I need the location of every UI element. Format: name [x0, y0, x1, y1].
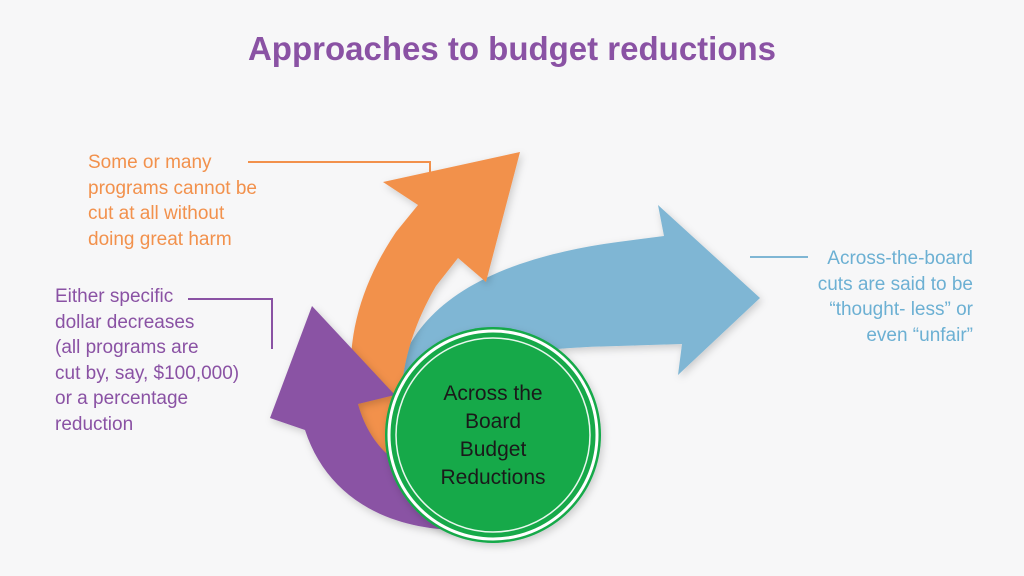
orange-arrow-caption: Some or many programs cannot be cut at a… — [88, 152, 257, 250]
center-circle-outer-ring — [387, 329, 599, 541]
purple-arrow-caption: Either specific dollar decreases (all pr… — [55, 286, 240, 435]
center-circle-inner-ring — [395, 337, 591, 533]
page-title: Approaches to budget reductions — [247, 30, 777, 67]
center-label-line: Reductions — [440, 466, 546, 489]
center-label: Across the Board Budget Reductions — [418, 380, 568, 492]
purple-connector-line — [188, 298, 273, 349]
center-label-line: Across the — [443, 382, 543, 405]
center-circle — [385, 327, 601, 543]
center-label-line: Budget — [459, 438, 527, 461]
center-label-line: Board — [464, 410, 522, 433]
orange-connector-line — [248, 161, 431, 174]
blue-arrow-caption: Across-the-board cuts are said to be “th… — [817, 248, 973, 346]
